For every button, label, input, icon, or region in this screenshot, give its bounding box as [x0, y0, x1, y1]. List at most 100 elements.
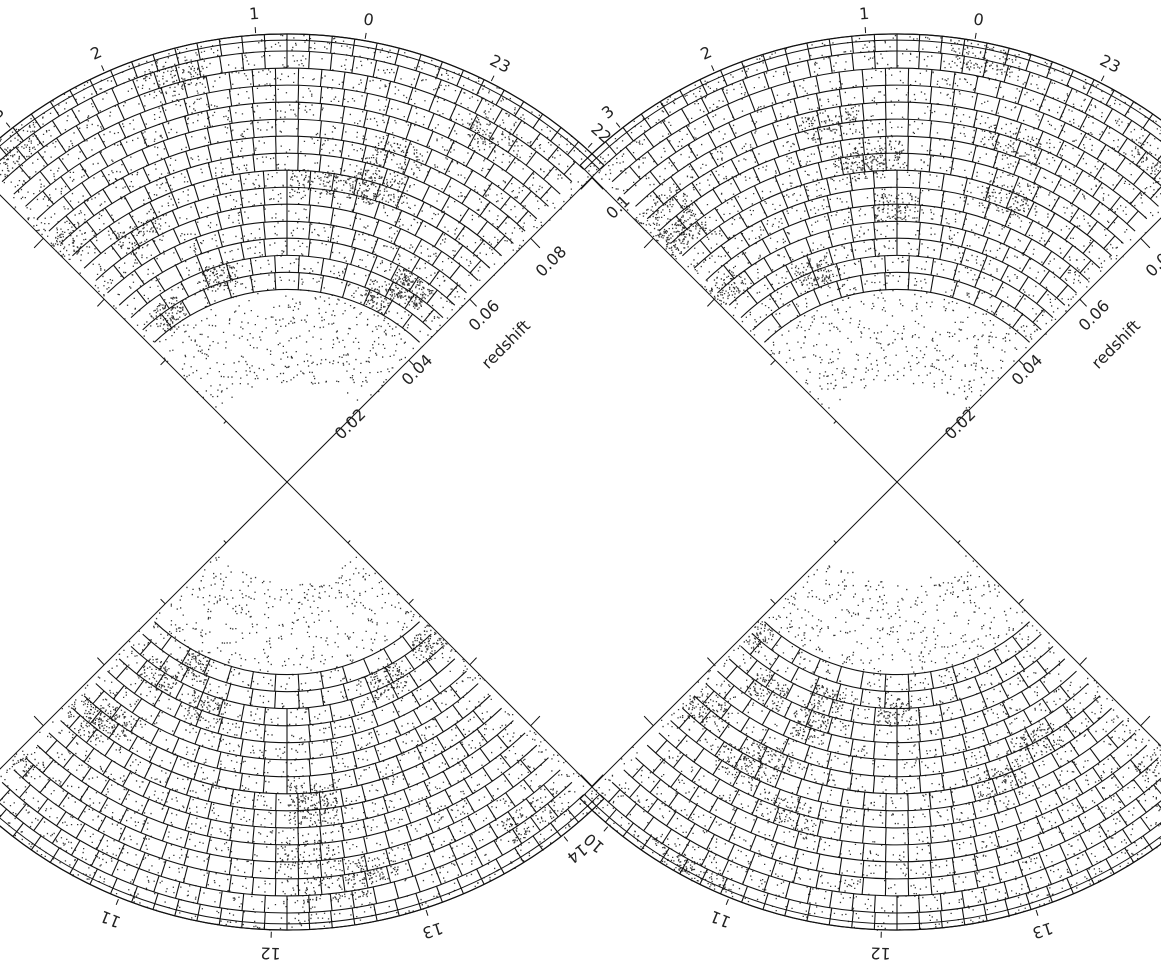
grid-divider	[730, 158, 740, 175]
grid-divider	[226, 281, 233, 298]
grid-divider	[567, 141, 579, 156]
grid-divider	[123, 752, 134, 769]
grid-divider	[907, 119, 910, 137]
grid-divider	[155, 276, 166, 292]
grid-divider	[421, 762, 431, 779]
grid-divider	[297, 810, 299, 828]
grid-divider	[980, 692, 988, 709]
grid-divider	[699, 79, 708, 96]
grid-divider	[873, 239, 877, 257]
grid-divider	[817, 162, 823, 180]
ra-label-bottom: 11	[707, 907, 733, 932]
grid-divider	[363, 658, 371, 675]
grid-arc	[658, 135, 1136, 232]
cone-edge	[286, 481, 605, 800]
grid-divider	[340, 123, 345, 141]
grid-divider	[372, 886, 378, 904]
grid-divider	[884, 272, 887, 290]
grid-divider	[308, 51, 311, 69]
grid-divider	[1011, 771, 1020, 788]
grid-divider	[1045, 735, 1056, 752]
redshift-tick-label: 0.04	[1008, 350, 1047, 389]
grid-divider	[816, 110, 821, 128]
grid-divider	[241, 53, 245, 71]
grid-divider	[784, 881, 791, 899]
grid-divider	[992, 796, 999, 813]
grid-divider	[950, 140, 955, 158]
grid-divider	[1122, 120, 1133, 136]
grid-divider	[514, 101, 525, 117]
grid-divider	[382, 151, 389, 168]
grid-divider	[850, 242, 855, 260]
grid-arc	[635, 757, 1159, 863]
grid-divider	[1122, 828, 1133, 844]
grid-divider	[962, 195, 968, 213]
grid-divider	[153, 71, 160, 89]
grid-divider	[42, 759, 55, 774]
grid-divider	[1129, 759, 1142, 774]
grid-divider	[806, 692, 814, 709]
grid-arc	[0, 50, 585, 170]
grid-divider	[752, 167, 761, 184]
grid-arc	[740, 254, 1054, 318]
grid-divider	[180, 281, 190, 298]
grid-divider	[160, 87, 167, 105]
grid-divider	[781, 737, 790, 754]
grid-divider	[761, 238, 772, 255]
grid-divider	[721, 859, 730, 876]
grid-divider	[1025, 893, 1032, 910]
grid-divider	[951, 857, 956, 875]
grid-divider	[974, 871, 979, 889]
edge-tick	[160, 359, 166, 366]
grid-divider	[785, 683, 794, 700]
grid-divider	[426, 816, 434, 833]
grid-divider	[547, 146, 559, 161]
grid-divider	[56, 811, 67, 827]
grid-divider	[461, 760, 472, 776]
grid-arc	[72, 707, 502, 795]
grid-divider	[89, 710, 102, 725]
grid-divider	[132, 868, 140, 885]
grid-divider	[49, 101, 60, 117]
grid-divider	[726, 104, 736, 121]
ra-tick	[974, 32, 977, 39]
grid-divider	[873, 724, 876, 742]
grid-divider	[907, 844, 910, 862]
grid-divider	[625, 146, 637, 161]
grid-divider	[851, 36, 854, 54]
grid-divider	[851, 893, 855, 911]
edge-tick	[580, 774, 593, 787]
grid-divider	[395, 192, 404, 209]
grid-divider	[170, 192, 179, 209]
edge-tick	[770, 359, 776, 366]
grid-divider	[827, 230, 834, 248]
grid-divider	[941, 173, 945, 191]
grid-divider	[456, 69, 465, 87]
grid-divider	[960, 716, 967, 734]
grid-divider	[252, 826, 255, 844]
cone-top	[0, 33, 605, 483]
grid-divider	[940, 910, 943, 928]
grid-divider	[262, 758, 266, 776]
grid-divider	[995, 98, 1001, 116]
grid-divider	[405, 824, 413, 842]
grid-divider	[872, 188, 876, 206]
grid-divider	[706, 834, 715, 850]
grid-divider	[394, 737, 403, 754]
grid-divider	[539, 185, 553, 200]
grid-divider	[691, 182, 702, 198]
grid-divider	[341, 89, 346, 107]
grid-divider	[806, 886, 812, 904]
grid-divider	[427, 834, 435, 851]
edge-tick	[97, 298, 105, 307]
grid-divider	[980, 255, 988, 272]
grid-divider	[373, 202, 381, 219]
grid-divider	[861, 86, 865, 104]
cone-edge	[286, 164, 605, 483]
grid-divider	[160, 635, 173, 651]
grid-divider	[58, 157, 69, 172]
grid-divider	[141, 149, 150, 166]
grid-divider	[763, 257, 774, 273]
grid-divider	[816, 836, 821, 854]
grid-divider	[838, 874, 842, 892]
